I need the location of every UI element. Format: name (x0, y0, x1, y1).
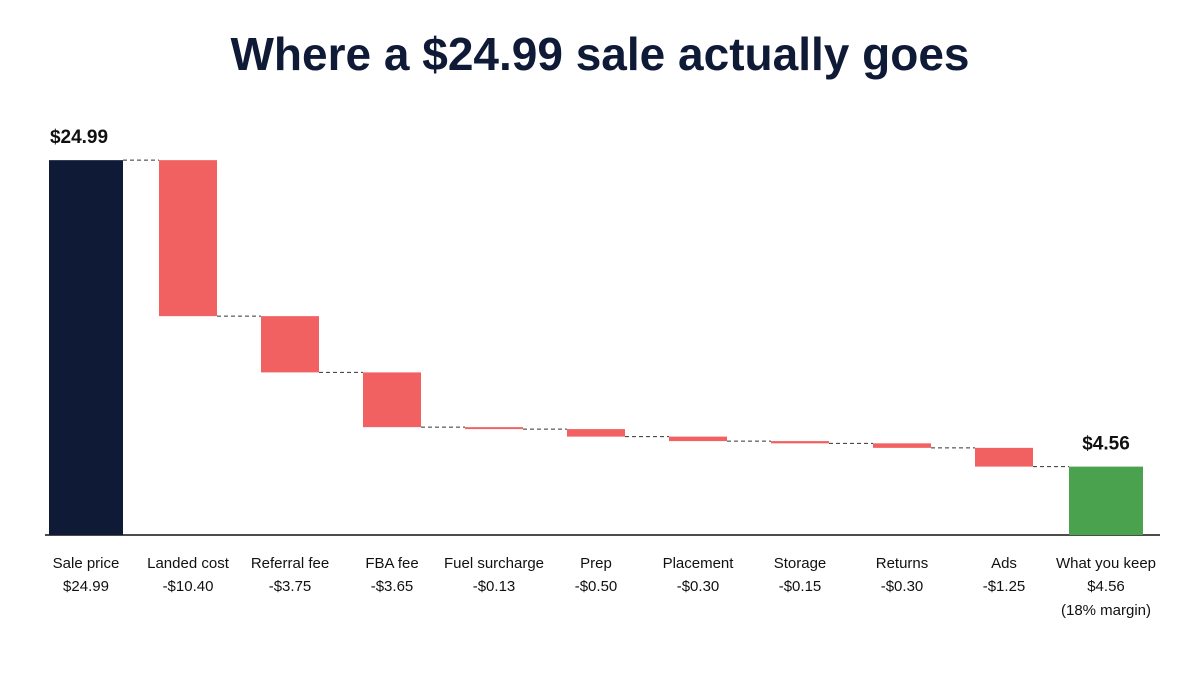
value-label: -$1.25 (983, 578, 1026, 595)
bar (1069, 466, 1143, 535)
bar (567, 429, 625, 437)
x-tick-label: FBA fee (365, 555, 418, 572)
x-tick-label: Placement (663, 555, 735, 572)
bar (363, 372, 421, 428)
bar (465, 427, 523, 430)
value-label: -$0.15 (779, 578, 822, 595)
x-tick-label: Storage (774, 555, 827, 572)
value-label: -$0.13 (473, 578, 516, 595)
value-label: -$0.50 (575, 578, 618, 595)
x-tick-label: Fuel surcharge (444, 555, 544, 572)
x-tick-label: Returns (876, 555, 929, 572)
top-label: $24.99 (50, 127, 108, 148)
bar (873, 443, 931, 448)
value-label: $4.56 (1087, 578, 1125, 595)
bar (261, 316, 319, 373)
value-label: $24.99 (63, 578, 109, 595)
x-tick-label: Landed cost (147, 555, 230, 572)
value-label: -$10.40 (163, 578, 214, 595)
bar (771, 441, 829, 444)
x-tick-label: Referral fee (251, 555, 329, 572)
value-label: -$0.30 (677, 578, 720, 595)
x-tick-label: What you keep (1056, 555, 1156, 572)
x-tick-label: Prep (580, 555, 612, 572)
bar (49, 160, 123, 535)
x-tick-label: Ads (991, 555, 1017, 572)
value-label: -$3.75 (269, 578, 312, 595)
annotation: (18% margin) (1061, 602, 1151, 619)
bar (669, 436, 727, 442)
bar (159, 160, 217, 317)
value-label: -$0.30 (881, 578, 924, 595)
chart-title: Where a $24.99 sale actually goes (231, 28, 970, 80)
value-label: -$3.65 (371, 578, 414, 595)
top-label: $4.56 (1082, 434, 1130, 455)
x-tick-label: Sale price (53, 555, 120, 572)
bar (975, 447, 1033, 467)
